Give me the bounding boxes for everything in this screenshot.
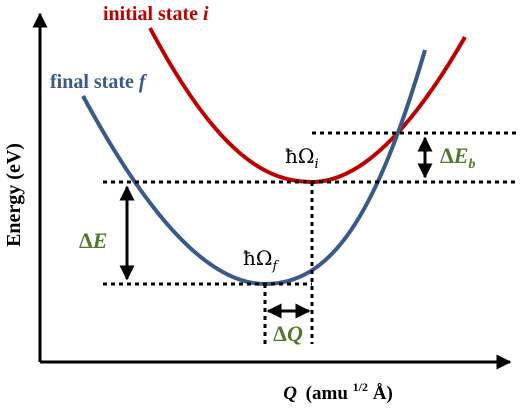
delta-e-label: ΔE	[79, 228, 107, 253]
delta-q-var: Q	[287, 321, 303, 346]
initial-minimum-sub: i	[314, 157, 318, 172]
final-state-label-text: final state	[50, 71, 139, 93]
x-axis-label: Q (amu 1/2 Å)	[283, 375, 393, 404]
delta-eb-var: E	[453, 143, 469, 168]
delta-e-var: E	[92, 228, 108, 253]
initial-state-label-var: i	[203, 3, 209, 25]
final-state-label: final state f	[50, 71, 148, 93]
final-minimum-label: ħΩf	[243, 246, 279, 274]
initial-minimum-label: ħΩi	[285, 144, 319, 172]
initial-state-label-text: initial state	[103, 3, 203, 25]
x-axis-unit-open: (amu	[306, 383, 349, 404]
x-axis-unit-sup: 1/2	[353, 380, 368, 394]
delta-e-symbol: Δ	[79, 228, 93, 253]
delta-q-label: ΔQ	[273, 321, 303, 346]
delta-eb-symbol: Δ	[440, 143, 454, 168]
delta-q-symbol: Δ	[273, 321, 287, 346]
initial-minimum-symbol: ħΩ	[285, 144, 314, 168]
final-minimum-symbol: ħΩ	[243, 246, 272, 270]
y-axis-label: Energy (eV)	[3, 143, 25, 247]
delta-eb-label: ΔEb	[440, 143, 475, 172]
initial-state-label: initial state i	[103, 3, 209, 25]
final-minimum-sub: f	[271, 259, 279, 274]
x-axis-unit-close: Å)	[373, 383, 393, 404]
delta-eb-sub: b	[468, 157, 475, 172]
x-axis-variable: Q	[283, 383, 297, 404]
final-state-label-var: f	[139, 71, 148, 93]
